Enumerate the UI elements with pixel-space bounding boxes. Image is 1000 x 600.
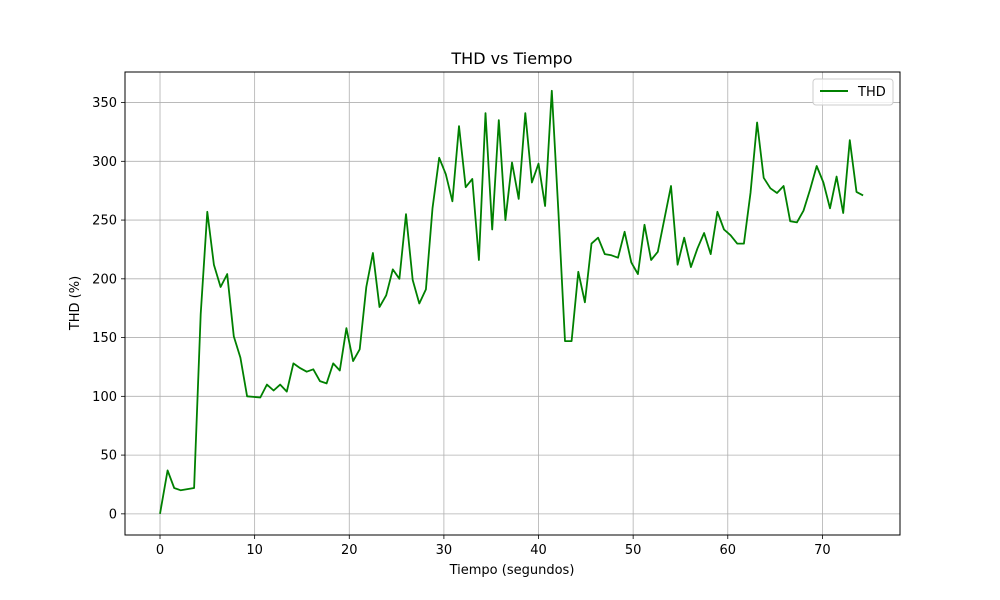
y-axis-label: THD (%) — [68, 276, 83, 331]
x-tick-label: 50 — [625, 543, 642, 558]
series-group — [159, 89, 864, 514]
legend: THD — [812, 78, 894, 106]
x-tick-label: 60 — [720, 543, 737, 558]
y-tick-label: 100 — [92, 390, 117, 405]
legend-label: THD — [857, 85, 886, 100]
x-tick-label: 40 — [530, 543, 547, 558]
series-line-thd — [159, 89, 864, 514]
x-tick-label: 10 — [246, 543, 263, 558]
y-tick-label: 350 — [92, 96, 117, 111]
y-tick-label: 50 — [100, 449, 117, 464]
y-tick-label: 0 — [109, 507, 117, 522]
x-tick-label: 70 — [814, 543, 831, 558]
grid-lines — [125, 72, 900, 535]
x-tick-label: 30 — [436, 543, 453, 558]
y-axis: 0 50 100 150 200 250 300 350 — [92, 96, 125, 522]
x-tick-label: 20 — [341, 543, 358, 558]
x-axis-label: Tiempo (segundos) — [449, 563, 575, 578]
y-tick-label: 250 — [92, 214, 117, 229]
plot-frame — [124, 71, 901, 536]
legend-box — [812, 78, 894, 106]
chart-title: THD vs Tiempo — [450, 49, 572, 68]
y-tick-label: 300 — [92, 155, 117, 170]
x-axis: 0 10 20 30 40 50 60 70 — [156, 535, 831, 558]
x-tick-label: 0 — [156, 543, 164, 558]
y-tick-label: 200 — [92, 272, 117, 287]
y-tick-label: 150 — [92, 331, 117, 346]
